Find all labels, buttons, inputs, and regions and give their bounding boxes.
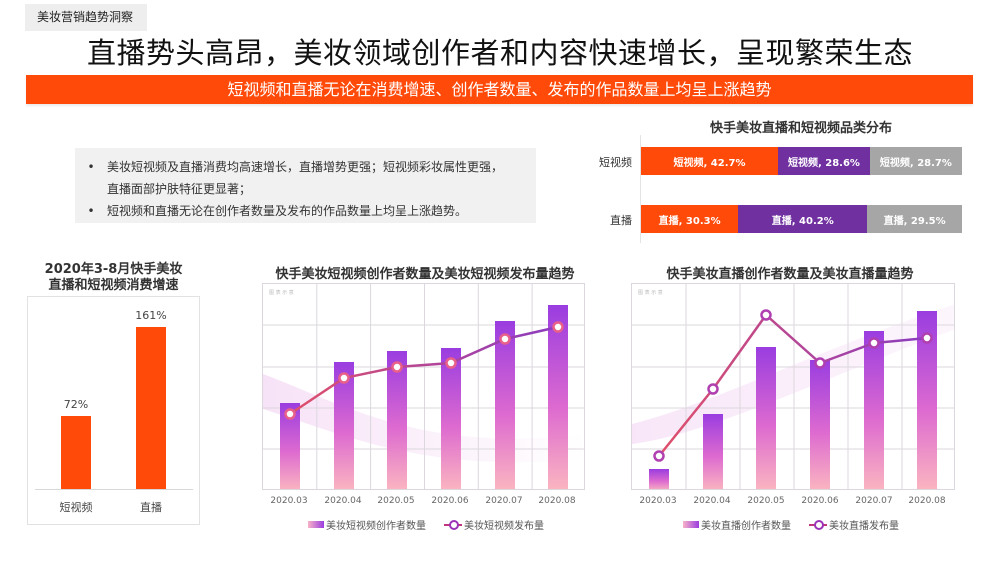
segment: 直播, 29.5% xyxy=(867,205,962,233)
legend-item: 美妆直播创作者数量 xyxy=(683,517,791,532)
value-label: 161% xyxy=(135,309,167,322)
x-label: 2020.04 xyxy=(324,496,362,506)
short-video-trend-plot: 图 表 示 意 xyxy=(262,283,585,490)
bullet-dot-icon: • xyxy=(87,160,95,174)
bullet-list: • 美妆短视频及直播消费均高速增长，直播增势更强；短视频彩妆属性更强， 直播面部护… xyxy=(75,148,536,223)
growth-chart-frame xyxy=(27,296,200,525)
growth-chart-baseline xyxy=(35,489,193,490)
segment: 直播, 40.2% xyxy=(738,205,868,233)
bar-swatch-icon xyxy=(683,521,699,528)
short-video-trend-svg: 图 表 示 意 xyxy=(263,284,584,489)
live-legend: 美妆直播创作者数量 美妆直播发布量 xyxy=(683,517,899,532)
line-marker-icon xyxy=(444,519,462,530)
growth-chart-title: 2020年3-8月快手美妆 直播和短视频消费增速 xyxy=(44,262,183,293)
category-chart-title: 快手美妆直播和短视频品类分布 xyxy=(709,121,892,136)
legend-item: 美妆直播发布量 xyxy=(809,517,899,532)
category-chart-axis xyxy=(640,135,641,243)
legend-item: 美妆短视频发布量 xyxy=(444,517,544,532)
line-marker-icon xyxy=(809,519,827,530)
x-label: 2020.03 xyxy=(270,496,308,506)
bar-live xyxy=(136,327,166,489)
bullet-item: • 短视频和直播无论在创作者数量及发布的作品数量上均呈上涨趋势。 xyxy=(75,200,526,222)
value-label: 72% xyxy=(63,398,89,411)
short-video-trend-title: 快手美妆短视频创作者数量及美妆短视频发布量趋势 xyxy=(275,267,575,282)
section-tag: 美妆营销趋势洞察 xyxy=(25,4,147,31)
x-label: 2020.06 xyxy=(431,496,469,506)
bar-short-video xyxy=(61,416,91,489)
legend-item: 美妆短视频创作者数量 xyxy=(308,517,426,532)
bullet-dot-icon: • xyxy=(87,204,95,218)
x-label: 2020.05 xyxy=(377,496,415,506)
svg-text:图 表 示 意: 图 表 示 意 xyxy=(638,289,663,296)
row-label-live: 直播 xyxy=(610,214,632,227)
segment: 短视频, 42.7% xyxy=(641,147,779,175)
x-label: 直播 xyxy=(140,501,162,514)
x-label: 2020.03 xyxy=(639,496,677,506)
live-trend-plot: 图 表 示 意 xyxy=(631,283,955,490)
segment: 直播, 30.3% xyxy=(641,205,739,233)
page-title: 直播势头高昂，美妆领域创作者和内容快速增长，呈现繁荣生态 xyxy=(86,36,913,70)
row-label-short-video: 短视频 xyxy=(599,156,632,169)
live-trend-svg: 图 表 示 意 xyxy=(632,284,954,489)
stack-row-live: 直播, 30.3% 直播, 40.2% 直播, 29.5% xyxy=(641,205,962,233)
x-label: 2020.07 xyxy=(485,496,523,506)
bar-swatch-icon xyxy=(308,521,324,528)
bullet-item: • 美妆短视频及直播消费均高速增长，直播增势更强；短视频彩妆属性更强， 直播面部护… xyxy=(75,156,526,200)
stack-row-short-video: 短视频, 42.7% 短视频, 28.6% 短视频, 28.7% xyxy=(641,147,962,175)
x-label: 2020.04 xyxy=(693,496,731,506)
svg-text:图 表 示 意: 图 表 示 意 xyxy=(269,289,294,296)
x-label: 2020.08 xyxy=(538,496,576,506)
x-label: 2020.06 xyxy=(801,496,839,506)
segment: 短视频, 28.7% xyxy=(869,147,962,175)
subtitle-banner: 短视频和直播无论在消费增速、创作者数量、发布的作品数量上均呈上涨趋势 xyxy=(26,75,973,104)
segment: 短视频, 28.6% xyxy=(778,147,870,175)
x-label: 2020.07 xyxy=(855,496,893,506)
live-trend-title: 快手美妆直播创作者数量及美妆直播量趋势 xyxy=(666,267,914,282)
short-video-legend: 美妆短视频创作者数量 美妆短视频发布量 xyxy=(308,517,544,532)
x-label: 2020.08 xyxy=(908,496,946,506)
x-label: 2020.05 xyxy=(747,496,785,506)
x-label: 短视频 xyxy=(59,501,93,514)
